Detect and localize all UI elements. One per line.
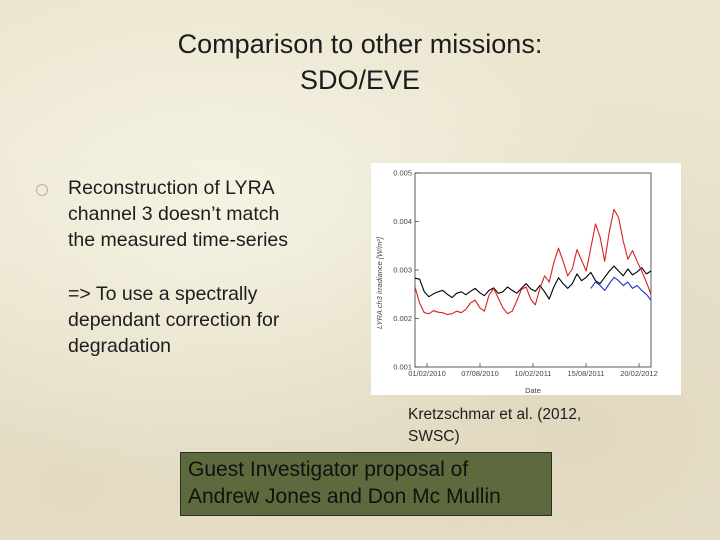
series-line-2 xyxy=(414,208,652,316)
y-tick-label: 0.005 xyxy=(393,169,412,178)
caption-line-2: SWSC) xyxy=(408,428,460,445)
y-tick-label: 0.001 xyxy=(393,363,412,372)
title-line-2: SDO/EVE xyxy=(299,65,421,95)
x-tick-label: 20/02/2012 xyxy=(620,369,658,378)
citation-caption: Kretzschmar et al. (2012, SWSC) xyxy=(408,404,581,448)
slide-title: Comparison to other missions: SDO/EVE xyxy=(100,26,620,98)
gi-line-1: Guest Investigator proposal of xyxy=(188,458,469,481)
caption-line-1: Kretzschmar et al. (2012, xyxy=(408,406,582,423)
y-tick-label: 0.004 xyxy=(393,217,412,226)
x-tick-label: 10/02/2011 xyxy=(515,369,552,378)
gi-line-2: Andrew Jones and Don Mc Mullin xyxy=(188,485,501,508)
lyra-chart: 0.001 0.002 0.003 0.004 0.005 01/02/2010 07/08… xyxy=(375,169,658,396)
x-tick-label: 15/08/2011 xyxy=(568,369,605,378)
y-tick-label: 0.002 xyxy=(393,314,412,323)
y-axis-label: LYRA ch3 irradiance [W/m²] xyxy=(375,236,384,329)
plot-frame xyxy=(414,172,652,368)
x-tick-label: 07/08/2010 xyxy=(461,369,499,378)
bullet-2-line-3: degradation xyxy=(68,335,172,357)
bullet-1-line-2: channel 3 doesn’t match xyxy=(68,203,280,225)
bullet-marker-1 xyxy=(36,184,48,196)
series-line-1 xyxy=(414,265,652,300)
bullet-2-line-2: dependant correction for xyxy=(68,309,280,331)
bullet-1-line-3: the measured time-series xyxy=(68,229,289,251)
y-tick-label: 0.003 xyxy=(393,266,412,275)
x-axis-label: Date xyxy=(525,386,541,395)
bullet-1-line-1: Reconstruction of LYRA xyxy=(68,177,275,199)
series-line-3 xyxy=(590,276,652,301)
title-line-1: Comparison to other missions: xyxy=(177,29,543,59)
guest-investigator-box: Guest Investigator proposal of Andrew Jo… xyxy=(180,452,552,516)
x-tick-label: 01/02/2010 xyxy=(408,369,446,378)
lyra-chart-figure: 0.001 0.002 0.003 0.004 0.005 01/02/2010 07/08… xyxy=(371,163,681,395)
bullet-2-line-1: => To use a spectrally xyxy=(68,283,258,305)
